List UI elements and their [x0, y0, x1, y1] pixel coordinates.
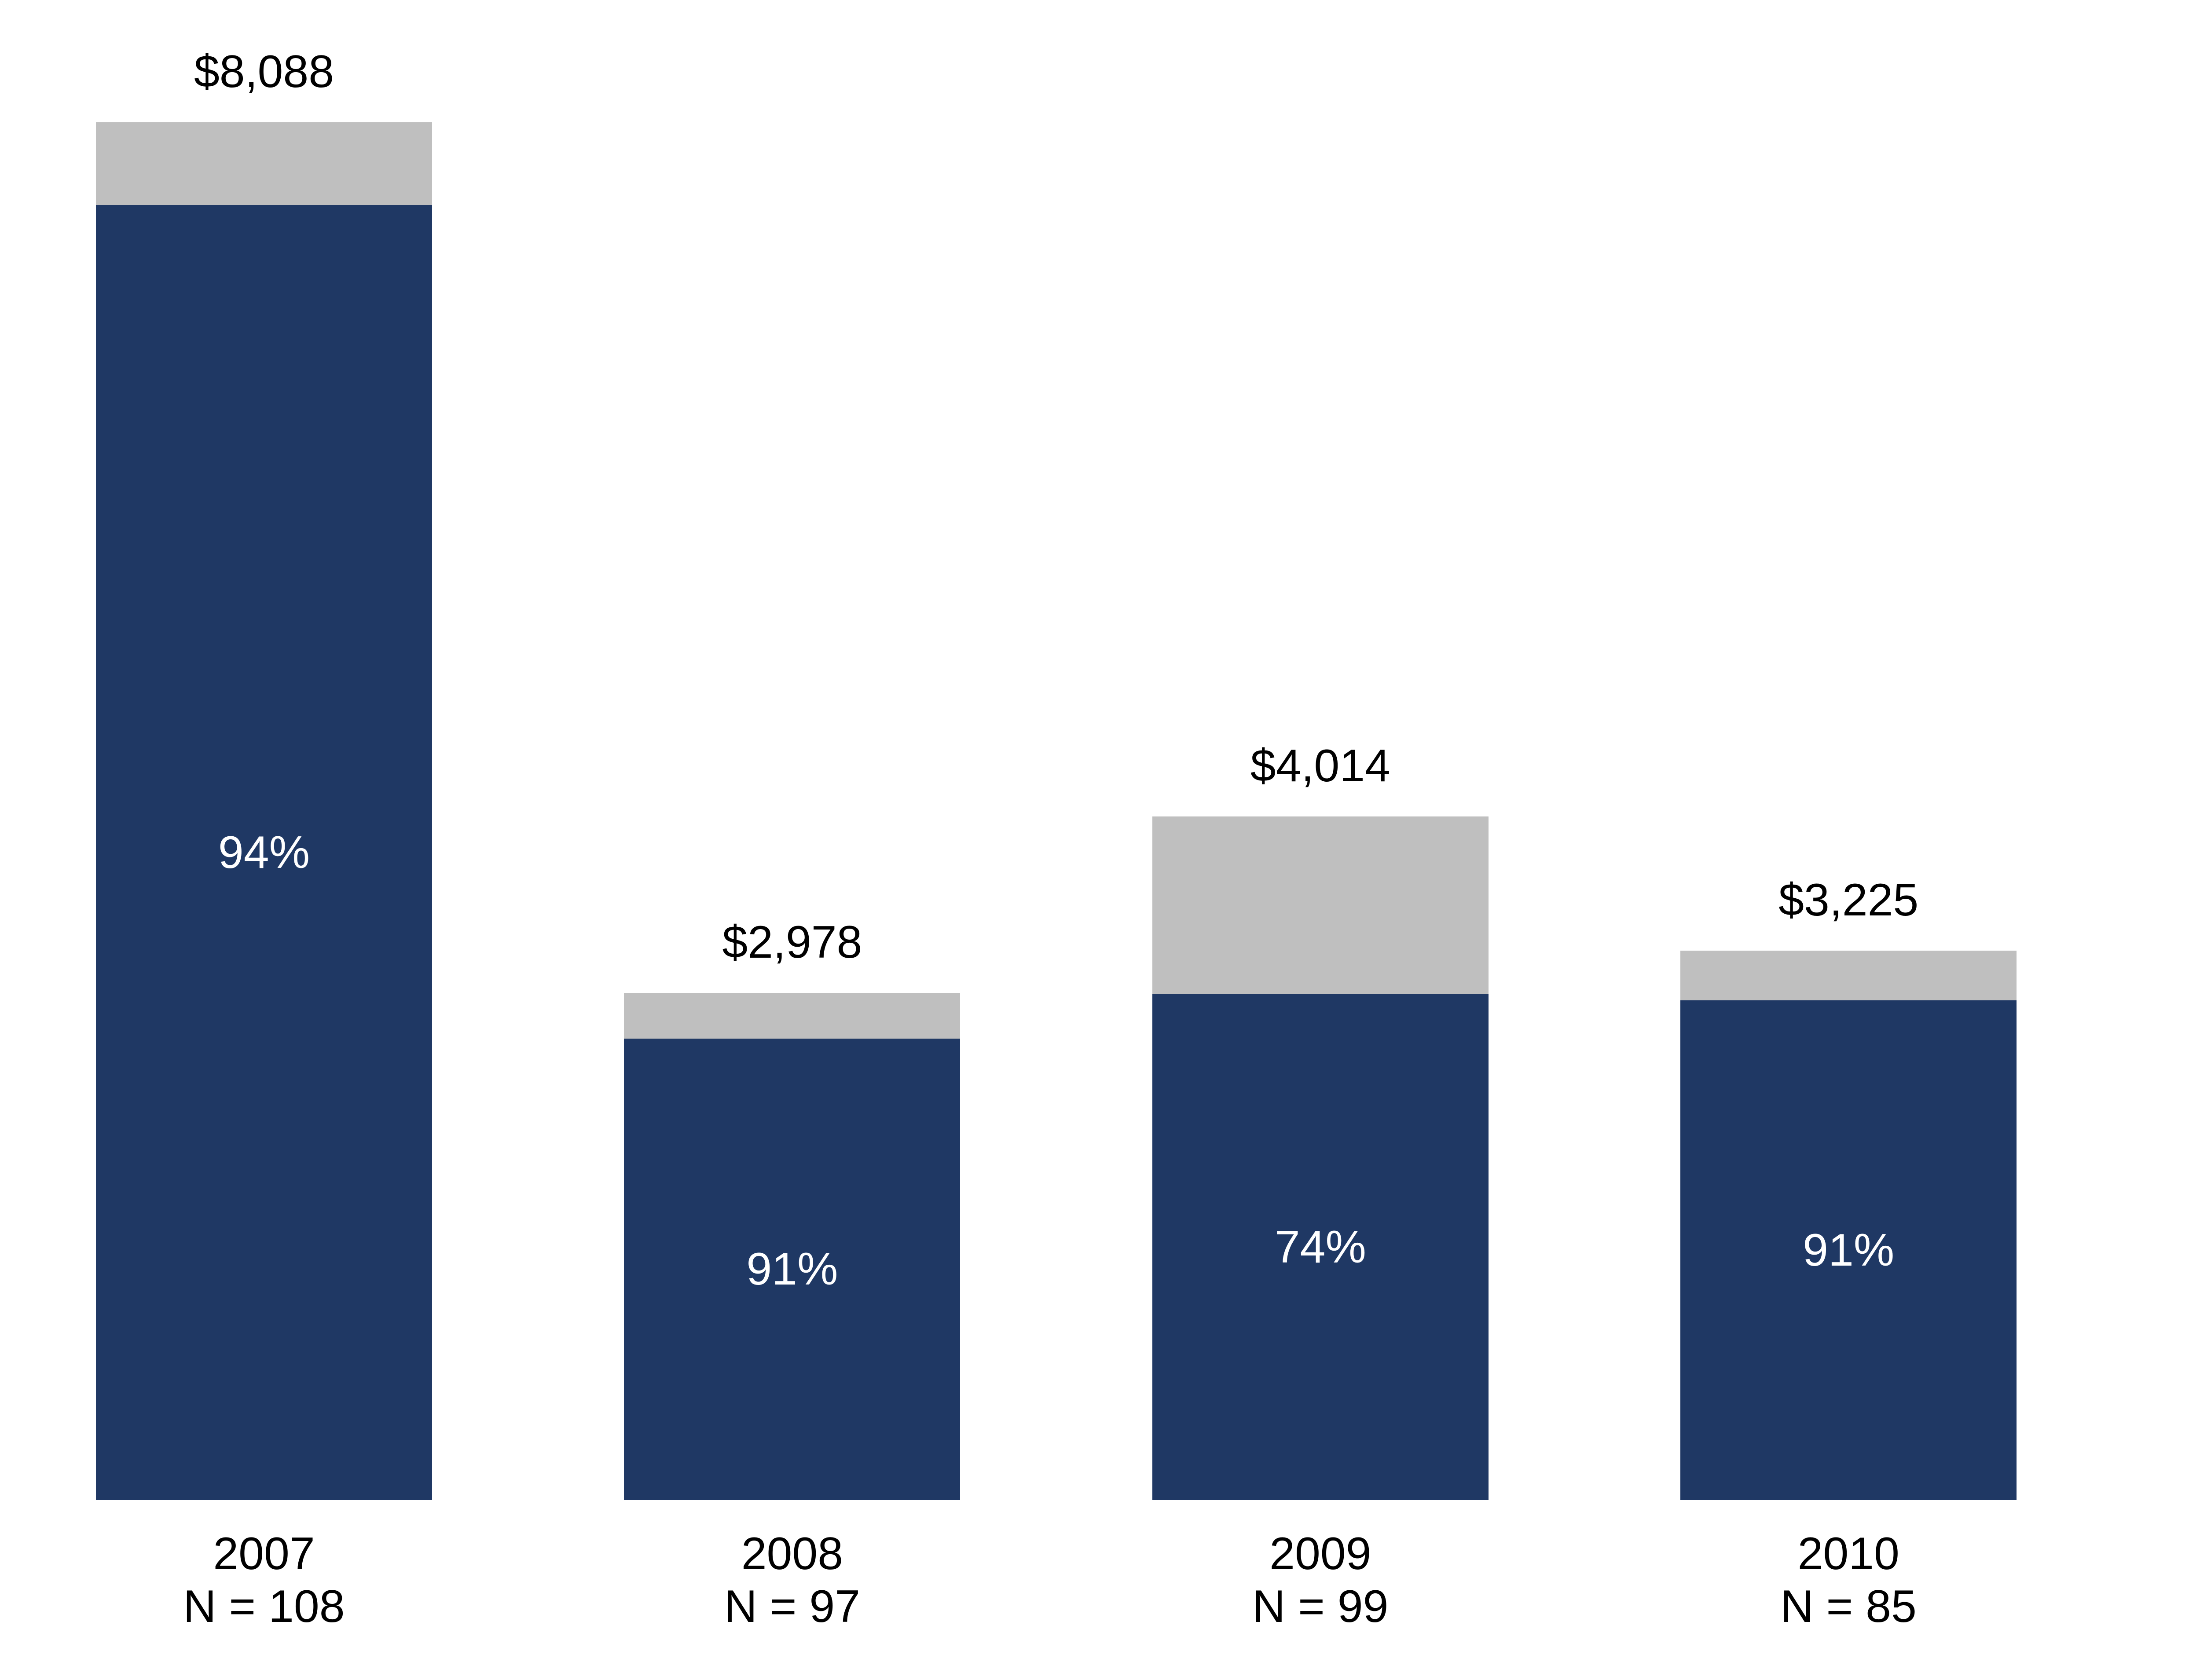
accounting-pct-label: 73%	[2157, 1386, 2200, 1439]
accounting-pct-label: 94%	[218, 827, 310, 878]
total-value-label: $1,405	[2157, 1184, 2200, 1237]
accounting-pct-label: 91%	[1803, 1224, 1895, 1276]
x-axis-n-label: N = 99	[1252, 1581, 1389, 1632]
x-axis-year-label: 2009	[1269, 1528, 1371, 1579]
x-axis-n-label: N = 85	[1780, 1581, 1917, 1632]
x-axis-year-label: 2010	[1797, 1528, 1899, 1579]
x-axis-n-label: N = 97	[724, 1581, 861, 1632]
total-value-label: $3,225	[1778, 875, 1919, 926]
total-value-label: $2,978	[722, 916, 862, 968]
total-value-label: $8,088	[194, 46, 334, 97]
bar-segment-accounting	[1680, 1000, 2017, 1500]
bar-segment-non-accounting	[96, 122, 432, 205]
bar-segment-non-accounting	[1680, 951, 2017, 1000]
bar-segment-accounting	[1152, 994, 1489, 1500]
x-axis-year-label: 2007	[213, 1528, 315, 1579]
x-axis-n-label: N = 65	[2157, 1580, 2200, 1633]
bar-segment-accounting	[96, 205, 432, 1500]
accounting-pct-label: 74%	[1274, 1221, 1366, 1273]
x-axis-year-label: 2011	[2157, 1527, 2200, 1580]
x-axis-year-label: 2008	[741, 1528, 843, 1579]
bar-segment-accounting	[624, 1038, 961, 1500]
bar-segment-non-accounting	[1152, 816, 1489, 994]
bar-segment-non-accounting	[624, 992, 961, 1039]
x-axis-n-label: N = 108	[183, 1581, 345, 1632]
accounting-pct-label: 91%	[746, 1244, 838, 1295]
total-value-label: $4,014	[1250, 740, 1390, 791]
